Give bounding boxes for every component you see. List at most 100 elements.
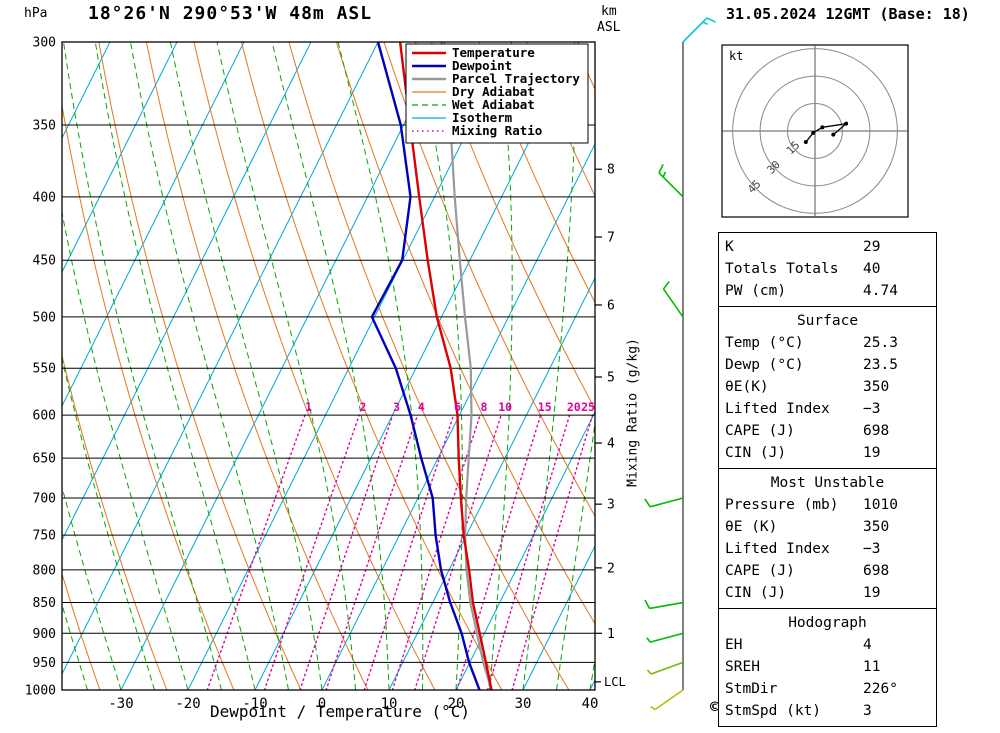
hodograph-trace-point <box>831 132 836 137</box>
pressure-tick-label: 600 <box>33 409 56 424</box>
isotherm-line <box>522 544 595 690</box>
row-value: 350 <box>863 379 890 395</box>
table-row: θE(K) 350 <box>725 376 930 398</box>
wet-adiabat-line <box>169 42 323 690</box>
row-value: −3 <box>863 541 881 557</box>
legend-item-label: Dry Adiabat <box>452 84 535 99</box>
wind-barb-half-tick <box>702 21 709 26</box>
temperature-curve <box>398 42 493 690</box>
row-label: θE (K) <box>725 519 778 535</box>
row-label: Totals Totals <box>725 261 839 277</box>
legend-box <box>405 43 589 144</box>
wind-barb <box>649 601 684 610</box>
pressure-tick-label: 500 <box>33 310 56 325</box>
km-tick-label: 8 <box>607 163 615 178</box>
table-row: StmSpd (kt) 3 <box>725 700 930 722</box>
hodograph-ring <box>787 103 843 159</box>
pressure-tick-label: 350 <box>33 118 56 133</box>
wind-barb <box>682 17 708 43</box>
table-row: Lifted Index −3 <box>725 538 930 560</box>
row-label: Lifted Index <box>725 541 830 557</box>
pressure-tick-label: 1000 <box>25 684 56 699</box>
hodograph-trace-point <box>844 121 849 126</box>
table-row: Pressure (mb) 1010 <box>725 494 930 516</box>
dry-adiabat-line <box>431 42 595 410</box>
row-label: CAPE (J) <box>725 563 795 579</box>
wind-barb-full-tick <box>644 599 651 609</box>
temp-tick-label: 0 <box>318 696 326 712</box>
wet-adiabat-line <box>216 42 356 690</box>
temp-tick-label: -20 <box>175 696 200 712</box>
table-row: SREH 11 <box>725 656 930 678</box>
mixing-ratio-value-label: 2 <box>359 400 366 414</box>
row-value: 698 <box>863 563 890 579</box>
pressure-tick-label: 800 <box>33 563 56 578</box>
row-label: Pressure (mb) <box>725 497 839 513</box>
km-tick-label: 5 <box>607 370 615 385</box>
isotherm-line <box>62 42 312 542</box>
row-value: 350 <box>863 519 890 535</box>
wind-barb-full-tick <box>706 17 716 23</box>
row-value: 29 <box>863 239 881 255</box>
temp-tick-label: 30 <box>515 696 532 712</box>
legend-item-label: Temperature <box>452 45 535 60</box>
row-label: Temp (°C) <box>725 335 804 351</box>
pressure-tick-label: 850 <box>33 596 56 611</box>
table-row: Lifted Index −3 <box>725 398 930 420</box>
isotherm-line <box>62 42 245 408</box>
pressure-tick-label: 650 <box>33 452 56 467</box>
section-header: Surface <box>796 313 859 329</box>
wind-barb <box>662 288 684 318</box>
sounding-curves <box>370 42 493 690</box>
row-label: SREH <box>725 659 760 675</box>
mixing-ratio-line <box>363 414 455 690</box>
table-section: Surface Temp (°C) 25.3 Dewp (°C) 23.5 θE(K) 35… <box>718 306 937 469</box>
legend-item-label: Dewpoint <box>452 58 512 73</box>
row-label: Lifted Index <box>725 401 830 417</box>
station-title: 18°26'N 290°53'W 48m ASL <box>88 3 373 24</box>
wind-barb <box>658 172 684 198</box>
table-row: PW (cm) 4.74 <box>725 280 930 302</box>
row-label: K <box>725 239 734 255</box>
isotherm-line <box>455 410 595 690</box>
row-value: 40 <box>863 261 881 277</box>
km-tick-label: 4 <box>607 437 615 452</box>
mixing-ratio-value-label: 10 <box>498 400 512 414</box>
dewpoint-curve <box>370 42 481 690</box>
x-axis-label: Dewpoint / Temperature (°C) <box>209 702 471 721</box>
table-row: EH 4 <box>725 634 930 656</box>
hodograph-trace-point <box>820 125 825 130</box>
row-label: StmSpd (kt) <box>725 703 822 719</box>
wet-adiabat-line <box>62 210 189 690</box>
row-value: −3 <box>863 401 881 417</box>
mixing-ratio-value-label: 25 <box>581 400 595 414</box>
wet-adiabat-line <box>271 42 390 690</box>
wind-barb-full-tick <box>644 498 651 508</box>
pressure-tick-label: 750 <box>33 529 56 544</box>
row-label: PW (cm) <box>725 283 787 299</box>
wet-adiabat-line <box>94 42 256 690</box>
pressure-tick-label: 300 <box>33 36 56 51</box>
table-row: Dewp (°C) 23.5 <box>725 354 930 376</box>
isotherm-line <box>62 42 178 274</box>
mixing-ratio-axis-label: Mixing Ratio (g/kg) <box>625 338 641 487</box>
table-row: θE (K) 350 <box>725 516 930 538</box>
temp-tick-label: -10 <box>242 696 267 712</box>
row-value: 23.5 <box>863 357 898 373</box>
row-label: StmDir <box>725 681 778 697</box>
isotherm-line <box>120 42 446 690</box>
table-row: CAPE (J) 698 <box>725 420 930 442</box>
pressure-tick-label: 550 <box>33 362 56 377</box>
dry-adiabat-line <box>478 42 595 304</box>
row-value: 25.3 <box>863 335 898 351</box>
wind-barb <box>654 689 684 711</box>
pressure-tick-label: 900 <box>33 627 56 642</box>
table-row: Totals Totals 40 <box>725 258 930 280</box>
row-label: θE(K) <box>725 379 769 395</box>
km-tick-label: 6 <box>607 298 615 313</box>
legend-item-label: Isotherm <box>452 110 513 125</box>
km-tick-label: 1 <box>607 627 615 642</box>
